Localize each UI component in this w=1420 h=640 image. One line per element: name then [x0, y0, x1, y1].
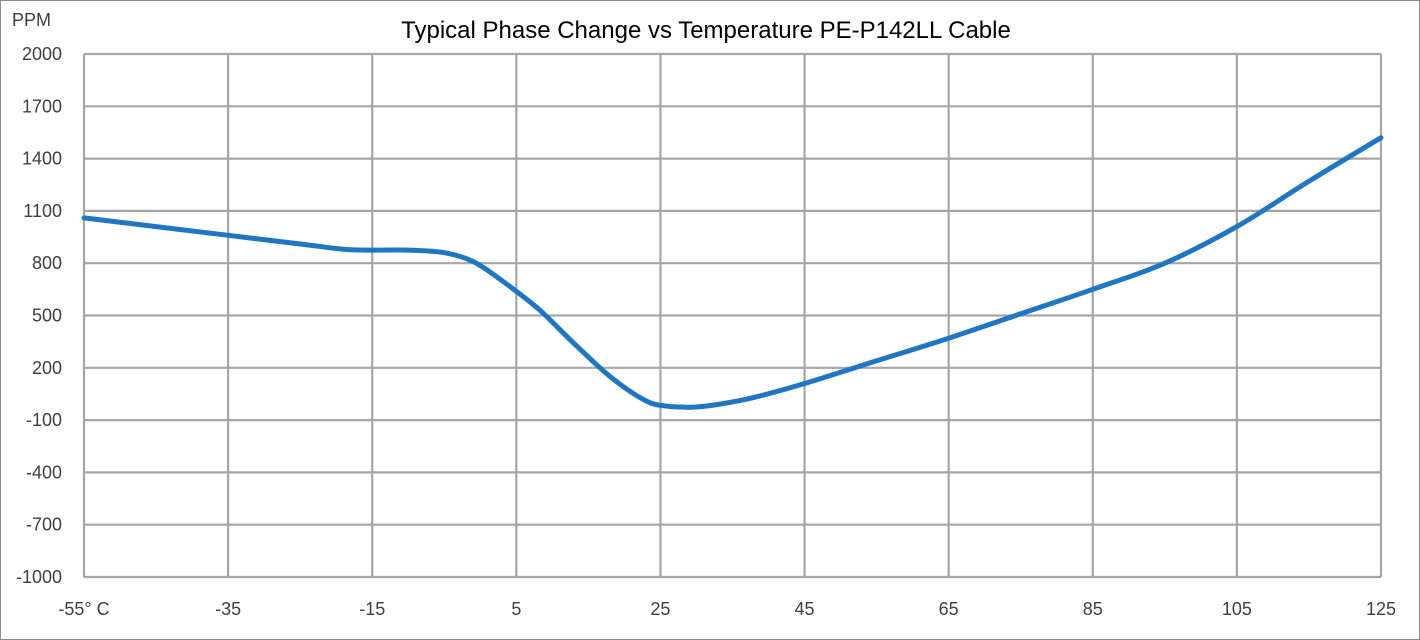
- y-tick-label: 500: [32, 306, 62, 326]
- x-tick-label: -55° C: [58, 599, 109, 619]
- y-tick-labels: 2000 1700 1400 1100 800 500 200 -100 -400 -700 -10…: [16, 44, 62, 587]
- x-tick-labels: -55° C -35 -15 5 25 45 65 85 105 125: [58, 599, 1396, 619]
- y-tick-label: -100: [26, 410, 62, 430]
- y-tick-label: -1000: [16, 567, 62, 587]
- chart-title: Typical Phase Change vs Temperature PE-P…: [401, 17, 1011, 44]
- y-axis-unit-label: PPM: [12, 10, 51, 30]
- y-tick-label: 2000: [22, 44, 62, 64]
- x-tick-label: 5: [511, 599, 521, 619]
- x-tick-label: 125: [1366, 599, 1396, 619]
- x-tick-label: -15: [359, 599, 385, 619]
- y-tick-label: -400: [26, 462, 62, 482]
- series-group: [81, 135, 1384, 410]
- x-tick-label: 85: [1083, 599, 1103, 619]
- x-tick-label: -35: [215, 599, 241, 619]
- y-tick-label: 800: [32, 253, 62, 273]
- x-tick-label: 65: [939, 599, 959, 619]
- y-tick-label: 200: [32, 358, 62, 378]
- x-tick-label: 105: [1222, 599, 1252, 619]
- y-tick-label: 1700: [22, 96, 62, 116]
- phase-change-line: [81, 135, 1384, 410]
- grid: [82, 52, 1383, 579]
- x-tick-label: 25: [650, 599, 670, 619]
- y-tick-label: -700: [26, 515, 62, 535]
- y-tick-label: 1400: [22, 149, 62, 169]
- x-tick-label: 45: [795, 599, 815, 619]
- y-tick-label: 1100: [23, 201, 62, 221]
